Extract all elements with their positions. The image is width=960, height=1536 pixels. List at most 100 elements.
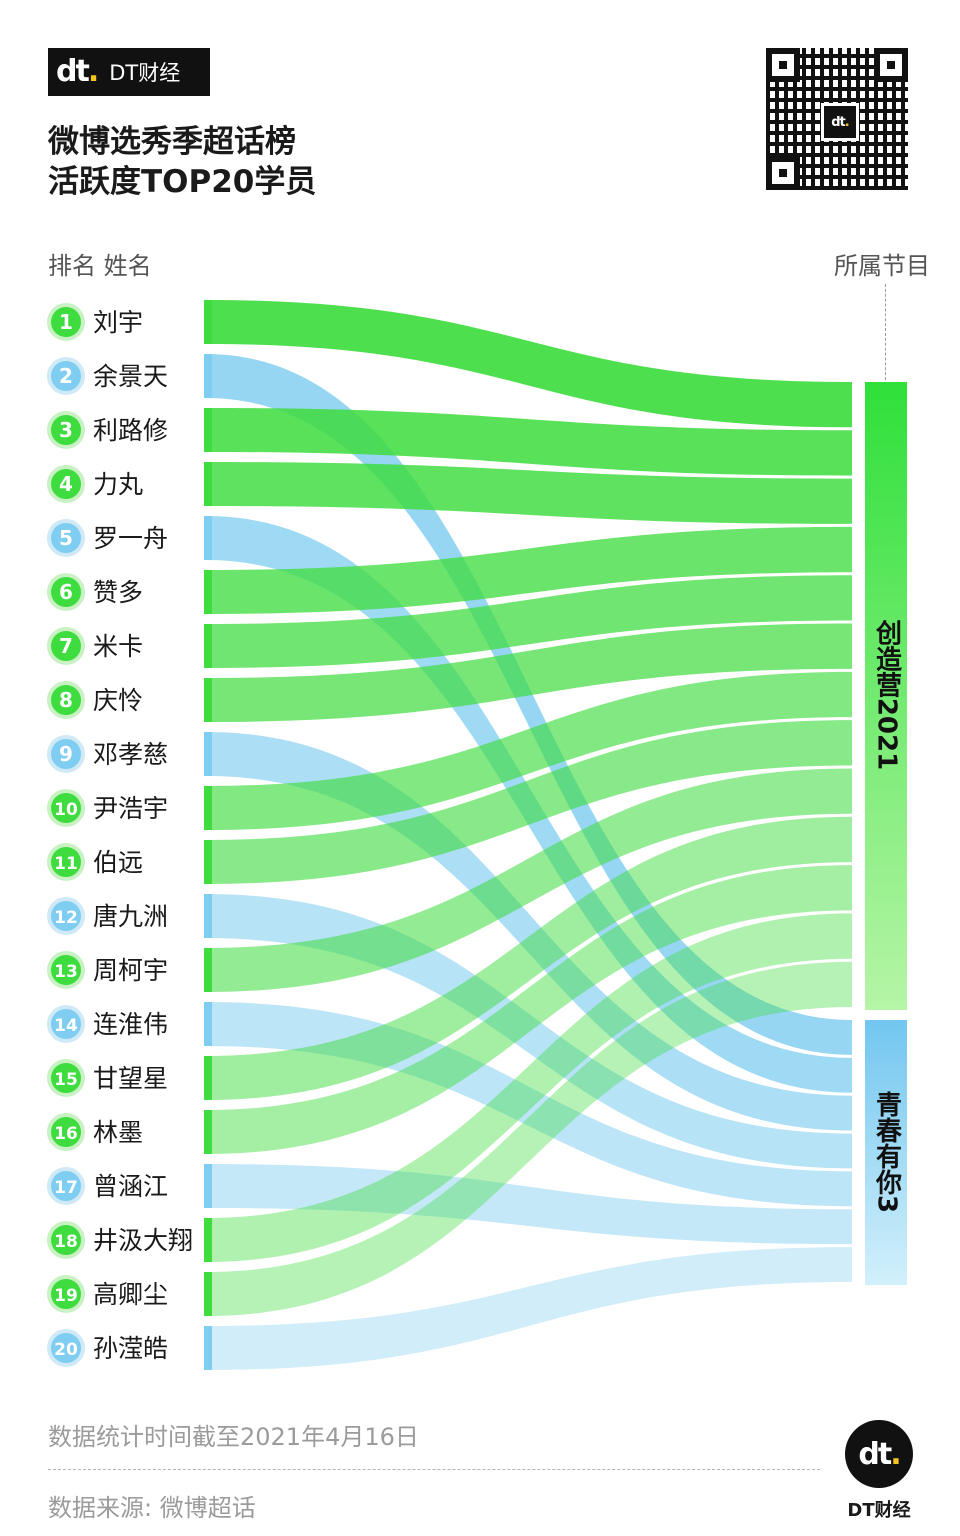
- rank-number-13: 13: [54, 962, 78, 982]
- source-node-14: [204, 1002, 212, 1046]
- rank-badge-2: [47, 357, 85, 395]
- source-node-8: [204, 678, 212, 722]
- rank-number-1: 1: [59, 310, 73, 334]
- flow-band-4: [206, 462, 852, 524]
- source-node-20: [204, 1326, 212, 1370]
- source-node-15: [204, 1056, 212, 1100]
- source-node-2: [204, 354, 212, 398]
- target-column-header: 所属节目: [834, 252, 930, 280]
- contestant-name-10: 尹浩宇: [93, 794, 168, 823]
- flow-band-1: [206, 300, 852, 428]
- rank-badge-12: [47, 897, 85, 935]
- contestant-name-16: 林墨: [93, 1118, 143, 1147]
- source-node-6: [204, 570, 212, 614]
- rank-number-10: 10: [54, 800, 78, 820]
- title-line-1: 微博选秀季超话榜: [48, 124, 296, 160]
- contestant-name-18: 井汲大翔: [93, 1226, 193, 1255]
- rank-number-7: 7: [59, 634, 73, 658]
- flow-band-6: [206, 526, 852, 614]
- flow-band-10: [206, 671, 852, 830]
- contestant-name-7: 米卡: [93, 632, 143, 661]
- rank-badge-18: [47, 1221, 85, 1259]
- flow-band-15: [206, 816, 852, 1100]
- contestant-name-11: 伯远: [93, 848, 143, 877]
- contestant-name-3: 利路修: [93, 416, 168, 445]
- source-node-17: [204, 1164, 212, 1208]
- qr-center-logo: dt.: [821, 103, 859, 141]
- rank-badge-15: [47, 1059, 85, 1097]
- contestant-name-6: 赞多: [93, 578, 143, 607]
- rank-number-4: 4: [59, 472, 73, 496]
- contestant-name-9: 邓孝慈: [93, 740, 168, 769]
- contestant-name-13: 周柯宇: [93, 956, 168, 985]
- contestant-name-15: 甘望星: [93, 1064, 168, 1093]
- brand-badge: dt. DT财经: [48, 48, 210, 96]
- rank-number-16: 16: [54, 1124, 78, 1144]
- flow-band-3: [206, 408, 852, 476]
- rank-number-6: 6: [59, 580, 73, 604]
- source-node-11: [204, 840, 212, 884]
- rank-number-12: 12: [54, 908, 78, 928]
- contestant-name-17: 曾涵江: [93, 1172, 168, 1201]
- source-node-19: [204, 1272, 212, 1316]
- title-line-2: 活跃度TOP20学员: [48, 164, 317, 200]
- rank-badge-6: [47, 573, 85, 611]
- flow-band-17: [206, 1164, 852, 1245]
- source-node-18: [204, 1218, 212, 1262]
- rank-badge-17: [47, 1167, 85, 1205]
- rank-number-19: 19: [54, 1286, 78, 1306]
- contestant-name-14: 连淮伟: [93, 1010, 168, 1039]
- rank-badge-8: [47, 681, 85, 719]
- rank-badge-1: [47, 303, 85, 341]
- rank-badge-5: [47, 519, 85, 557]
- footer-logo-icon: dt.: [845, 1420, 913, 1488]
- contestant-name-20: 孙滢皓: [93, 1334, 168, 1363]
- rank-number-14: 14: [54, 1016, 78, 1036]
- footer-note: 数据统计时间截至2021年4月16日: [48, 1423, 419, 1451]
- rank-badge-9: [47, 735, 85, 773]
- rank-number-2: 2: [59, 364, 73, 388]
- chart-title: 微博选秀季超话榜 活跃度TOP20学员: [48, 122, 316, 202]
- target-node-chuangzaoying: [865, 382, 907, 1010]
- contestant-name-12: 唐九洲: [93, 902, 168, 931]
- flow-band-8: [206, 623, 852, 722]
- flow-band-7: [206, 575, 852, 668]
- rank-number-18: 18: [54, 1232, 78, 1252]
- header-dashed-line: [885, 284, 886, 380]
- flow-band-11: [206, 720, 852, 884]
- rank-badge-14: [47, 1005, 85, 1043]
- qr-code-icon: dt.: [766, 48, 908, 190]
- contestant-name-8: 庆怜: [93, 686, 143, 715]
- rank-number-5: 5: [59, 526, 73, 550]
- source-node-9: [204, 732, 212, 776]
- target-node-label-1: 创造营2021: [872, 620, 903, 770]
- flow-band-18: [206, 913, 852, 1262]
- source-node-12: [204, 894, 212, 938]
- source-node-5: [204, 516, 212, 560]
- brand-name: DT财经: [109, 61, 181, 85]
- brand-logo-mark: dt.: [56, 54, 99, 89]
- source-node-13: [204, 948, 212, 992]
- contestant-name-4: 力丸: [93, 470, 143, 499]
- flow-band-12: [206, 894, 852, 1169]
- rank-badge-20: [47, 1329, 85, 1367]
- flow-band-9: [206, 732, 852, 1131]
- rank-badge-13: [47, 951, 85, 989]
- contestant-name-19: 高卿尘: [93, 1280, 168, 1309]
- footer-divider: [48, 1469, 820, 1470]
- flow-band-20: [206, 1247, 852, 1370]
- source-node-1: [204, 300, 212, 344]
- flow-band-16: [206, 865, 852, 1154]
- source-node-7: [204, 624, 212, 668]
- contestant-name-2: 余景天: [93, 362, 168, 391]
- source-node-16: [204, 1110, 212, 1154]
- rank-number-11: 11: [54, 854, 78, 874]
- rank-number-3: 3: [59, 418, 73, 442]
- footer-logo-label: DT财经: [847, 1500, 911, 1521]
- rank-badge-19: [47, 1275, 85, 1313]
- rank-number-9: 9: [59, 742, 73, 766]
- source-node-10: [204, 786, 212, 830]
- rank-number-20: 20: [54, 1340, 78, 1360]
- rank-badge-3: [47, 411, 85, 449]
